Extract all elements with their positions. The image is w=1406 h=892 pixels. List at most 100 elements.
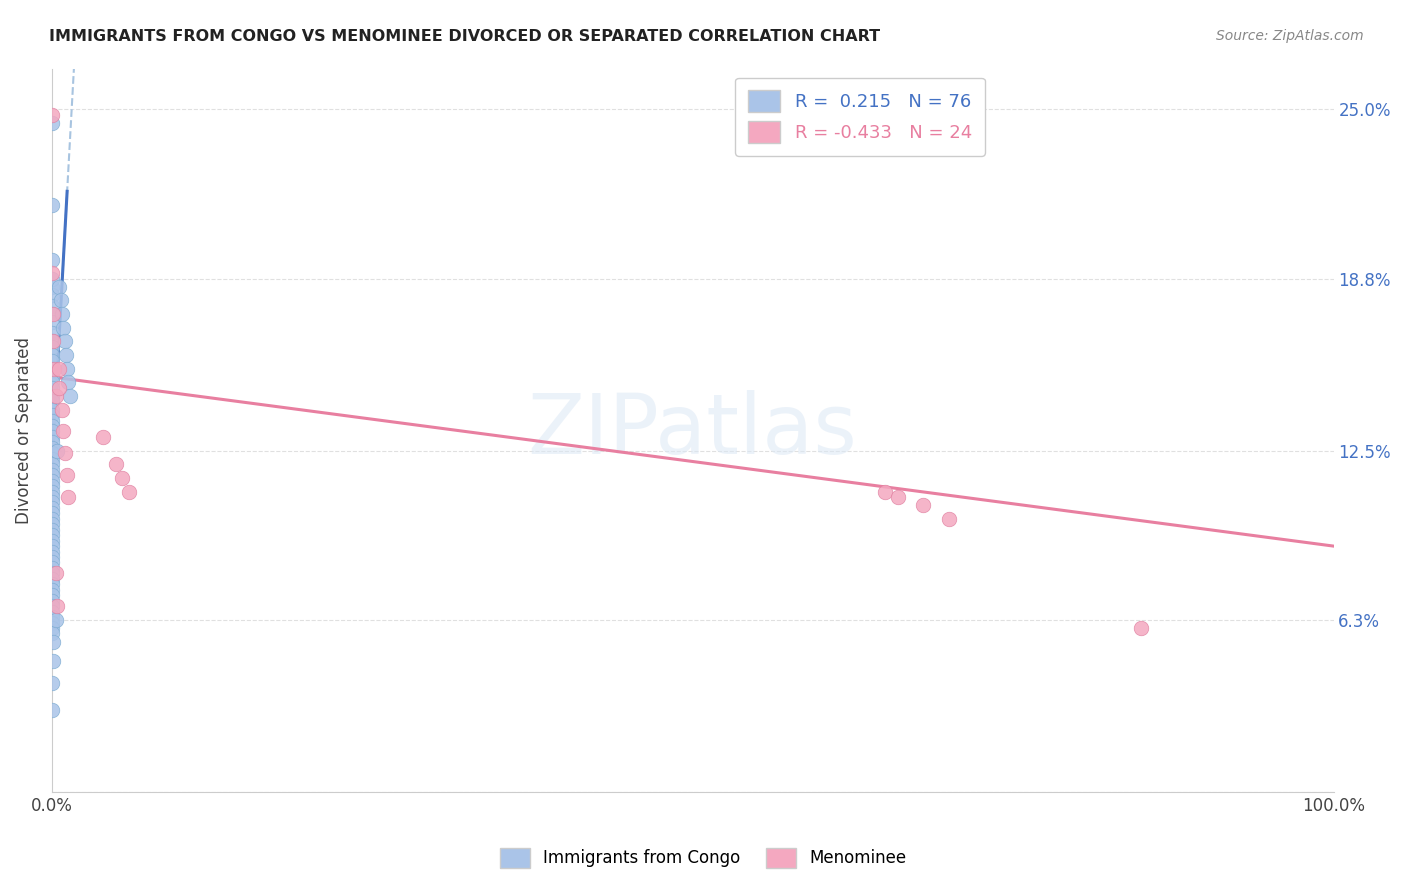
Point bbox=[41, 402, 63, 417]
Point bbox=[41, 582, 63, 597]
Point bbox=[41, 361, 63, 376]
Point bbox=[48, 361, 70, 376]
Point bbox=[41, 572, 63, 586]
Point bbox=[51, 402, 73, 417]
Point bbox=[41, 435, 63, 450]
Point bbox=[41, 116, 63, 130]
Point bbox=[41, 605, 63, 619]
Point bbox=[41, 198, 63, 212]
Point bbox=[41, 610, 63, 624]
Point bbox=[41, 280, 63, 294]
Point bbox=[41, 556, 63, 570]
Point bbox=[48, 381, 70, 395]
Point bbox=[45, 566, 67, 581]
Point bbox=[111, 471, 134, 485]
Point bbox=[53, 334, 76, 349]
Point bbox=[41, 340, 63, 354]
Point bbox=[41, 544, 63, 558]
Point bbox=[41, 528, 63, 542]
Point bbox=[118, 484, 141, 499]
Point bbox=[55, 348, 77, 362]
Point bbox=[41, 523, 63, 537]
Point bbox=[41, 484, 63, 499]
Y-axis label: Divorced or Separated: Divorced or Separated bbox=[15, 336, 32, 524]
Point bbox=[41, 353, 63, 368]
Text: ZIPatlas: ZIPatlas bbox=[527, 390, 858, 471]
Point bbox=[41, 479, 63, 493]
Point bbox=[41, 463, 63, 477]
Point bbox=[58, 490, 80, 504]
Point bbox=[41, 271, 63, 285]
Point bbox=[56, 361, 79, 376]
Point bbox=[41, 370, 63, 384]
Point bbox=[41, 474, 63, 488]
Point bbox=[42, 307, 65, 321]
Point bbox=[41, 457, 63, 471]
Point bbox=[41, 593, 63, 607]
Point bbox=[41, 566, 63, 581]
Point bbox=[41, 468, 63, 483]
Point bbox=[41, 307, 63, 321]
Point bbox=[45, 389, 67, 403]
Point bbox=[41, 588, 63, 602]
Point bbox=[41, 561, 63, 575]
Point bbox=[873, 484, 896, 499]
Point bbox=[41, 549, 63, 564]
Point bbox=[41, 495, 63, 509]
Point bbox=[41, 430, 63, 444]
Legend: Immigrants from Congo, Menominee: Immigrants from Congo, Menominee bbox=[494, 841, 912, 875]
Point bbox=[41, 539, 63, 553]
Point bbox=[41, 490, 63, 504]
Point bbox=[41, 408, 63, 422]
Point bbox=[104, 457, 127, 471]
Point bbox=[59, 389, 82, 403]
Point bbox=[41, 451, 63, 466]
Point bbox=[52, 320, 75, 334]
Point bbox=[45, 613, 67, 627]
Point bbox=[41, 394, 63, 409]
Point bbox=[49, 293, 72, 308]
Point bbox=[41, 675, 63, 690]
Point bbox=[41, 288, 63, 302]
Point bbox=[41, 615, 63, 630]
Point bbox=[45, 443, 67, 458]
Text: Source: ZipAtlas.com: Source: ZipAtlas.com bbox=[1216, 29, 1364, 43]
Point bbox=[41, 381, 63, 395]
Point bbox=[41, 389, 63, 403]
Point bbox=[41, 315, 63, 329]
Point bbox=[41, 252, 63, 267]
Point bbox=[938, 512, 960, 526]
Point bbox=[53, 446, 76, 460]
Text: IMMIGRANTS FROM CONGO VS MENOMINEE DIVORCED OR SEPARATED CORRELATION CHART: IMMIGRANTS FROM CONGO VS MENOMINEE DIVOR… bbox=[49, 29, 880, 44]
Point bbox=[41, 517, 63, 532]
Legend: R =  0.215   N = 76, R = -0.433   N = 24: R = 0.215 N = 76, R = -0.433 N = 24 bbox=[735, 78, 984, 156]
Point bbox=[41, 446, 63, 460]
Point bbox=[41, 577, 63, 591]
Point bbox=[41, 621, 63, 635]
Point bbox=[41, 266, 63, 280]
Point bbox=[41, 376, 63, 390]
Point bbox=[1130, 621, 1153, 635]
Point bbox=[912, 498, 935, 512]
Point bbox=[41, 419, 63, 434]
Point bbox=[41, 299, 63, 313]
Point bbox=[41, 703, 63, 717]
Point bbox=[91, 430, 114, 444]
Point bbox=[51, 307, 73, 321]
Point bbox=[42, 654, 65, 668]
Point bbox=[45, 599, 67, 614]
Point bbox=[41, 334, 63, 349]
Point bbox=[44, 361, 66, 376]
Point bbox=[41, 533, 63, 548]
Point bbox=[41, 599, 63, 614]
Point bbox=[48, 280, 70, 294]
Point bbox=[52, 425, 75, 439]
Point bbox=[42, 634, 65, 648]
Point bbox=[41, 326, 63, 341]
Point bbox=[41, 413, 63, 427]
Point bbox=[41, 108, 63, 122]
Point bbox=[41, 500, 63, 515]
Point bbox=[41, 348, 63, 362]
Point bbox=[58, 376, 80, 390]
Point bbox=[42, 334, 65, 349]
